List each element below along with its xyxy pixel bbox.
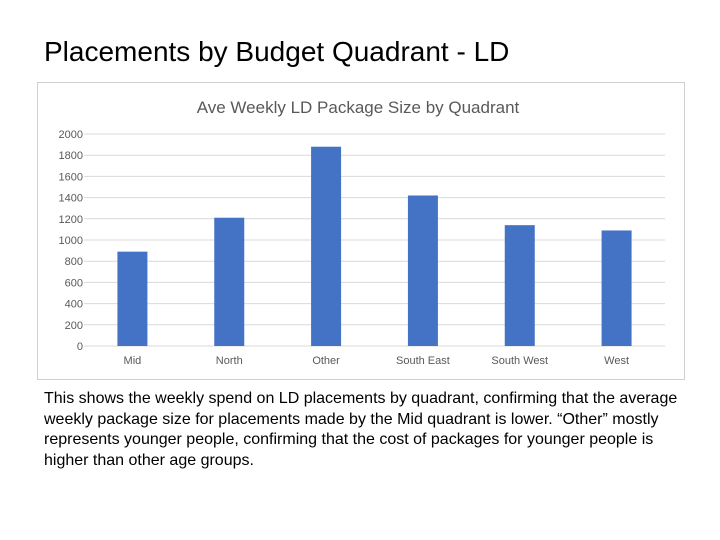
x-tick-label: South West [491, 355, 548, 367]
x-tick-label: West [604, 355, 629, 367]
x-tick-label: Other [312, 355, 340, 367]
bar-other [311, 146, 342, 346]
bar-south-east [407, 195, 438, 346]
y-tick-label: 1200 [59, 214, 83, 226]
y-tick-label: 800 [65, 256, 83, 268]
y-tick-label: 1600 [59, 171, 83, 183]
bar-north [214, 217, 245, 346]
bar-mid [117, 251, 148, 346]
y-tick-label: 1000 [59, 235, 83, 247]
y-tick-label: 2000 [59, 129, 83, 141]
x-axis-ticks: Mid North Other South East South West West [124, 355, 629, 367]
y-tick-label: 1800 [59, 150, 83, 162]
chart-title: Ave Weekly LD Package Size by Quadrant [197, 98, 520, 117]
y-tick-label: 200 [65, 320, 83, 332]
slide-title: Placements by Budget Quadrant - LD [44, 36, 510, 67]
y-axis-ticks: 0 200 400 600 800 1000 1200 1400 1600 1800 2000 [59, 129, 83, 353]
body-text: This shows the weekly spend on LD placem… [44, 390, 678, 469]
x-tick-label: North [216, 355, 243, 367]
y-tick-label: 0 [77, 341, 83, 353]
x-tick-label: South East [396, 355, 450, 367]
y-tick-label: 1400 [59, 193, 83, 205]
chart-container: Ave Weekly LD Package Size by Quadrant 0… [37, 82, 685, 380]
bars [117, 146, 632, 346]
gridlines [84, 133, 665, 347]
bar-chart: Ave Weekly LD Package Size by Quadrant 0… [59, 98, 665, 367]
bar-south-west [504, 225, 535, 346]
y-tick-label: 400 [65, 299, 83, 311]
y-tick-label: 600 [65, 277, 83, 289]
bar-west [601, 230, 632, 346]
x-tick-label: Mid [124, 355, 142, 367]
